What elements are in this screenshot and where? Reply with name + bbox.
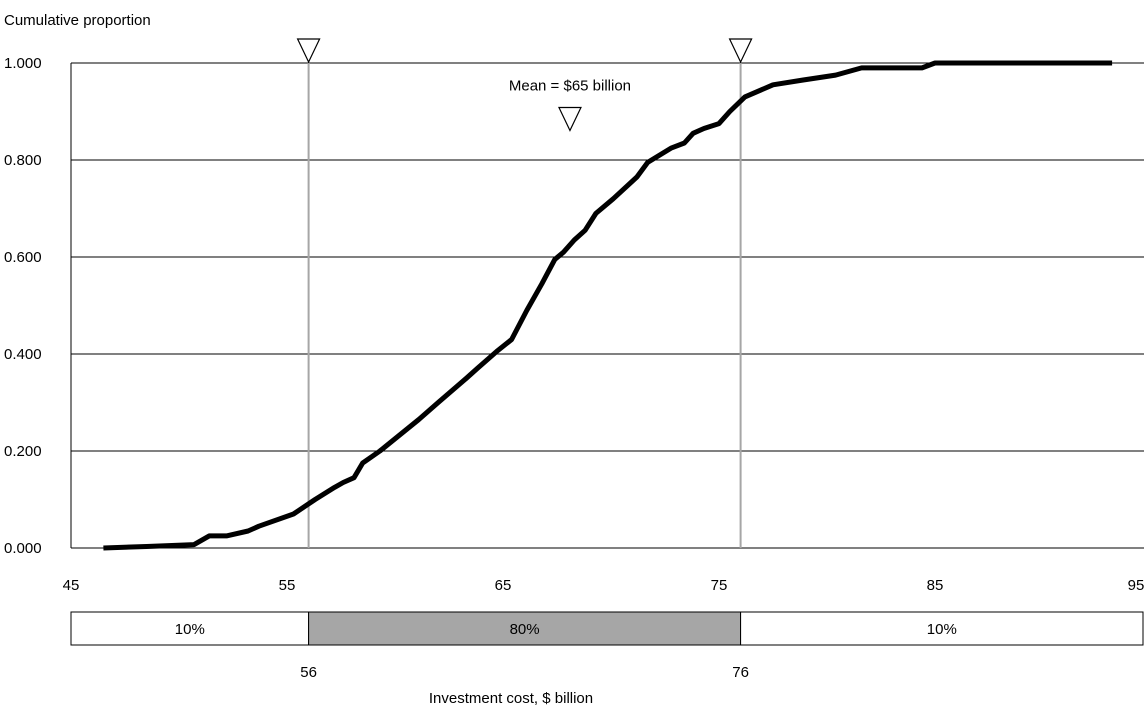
x-tick-label: 45: [63, 577, 80, 594]
band-segment-1: [308, 611, 742, 646]
band-edge-label: 76: [732, 664, 749, 681]
percentile-triangle-icon: [296, 38, 321, 64]
band-segment-2: [740, 611, 1144, 646]
mean-annotation: Mean = $65 billion: [509, 77, 631, 132]
percentile-triangle-icon: [728, 38, 753, 64]
x-tick-label: 85: [927, 577, 944, 594]
y-tick-label: 0.000: [4, 540, 42, 557]
y-axis-label: Cumulative proportion: [4, 12, 151, 29]
tick-labels: 0.000 0.200 0.400 0.600 0.800 1.000 45 55 65 75 85…: [4, 55, 1144, 594]
series-line-0: [103, 60, 1113, 551]
x-tick-label: 75: [711, 577, 728, 594]
y-tick-label: 0.600: [4, 249, 42, 266]
percentile-markers: [296, 38, 753, 548]
percentile-band: 10% 80% 10% 56 76: [70, 611, 1144, 681]
band-label: 10%: [175, 621, 205, 638]
mean-triangle-icon: [558, 106, 582, 132]
mean-label: Mean = $65 billion: [509, 77, 631, 94]
band-edge-label: 56: [300, 664, 317, 681]
x-tick-label: 95: [1128, 577, 1144, 594]
x-axis-label: Investment cost, $ billion: [429, 690, 593, 707]
x-tick-label: 65: [495, 577, 512, 594]
y-tick-label: 0.400: [4, 346, 42, 363]
grid-lines: [70, 62, 1144, 549]
band-label: 10%: [927, 621, 957, 638]
x-tick-label: 55: [279, 577, 296, 594]
y-tick-label: 0.200: [4, 443, 42, 460]
y-tick-label: 0.800: [4, 152, 42, 169]
y-tick-label: 1.000: [4, 55, 42, 72]
band-label: 80%: [510, 621, 540, 638]
series: [103, 60, 1113, 551]
